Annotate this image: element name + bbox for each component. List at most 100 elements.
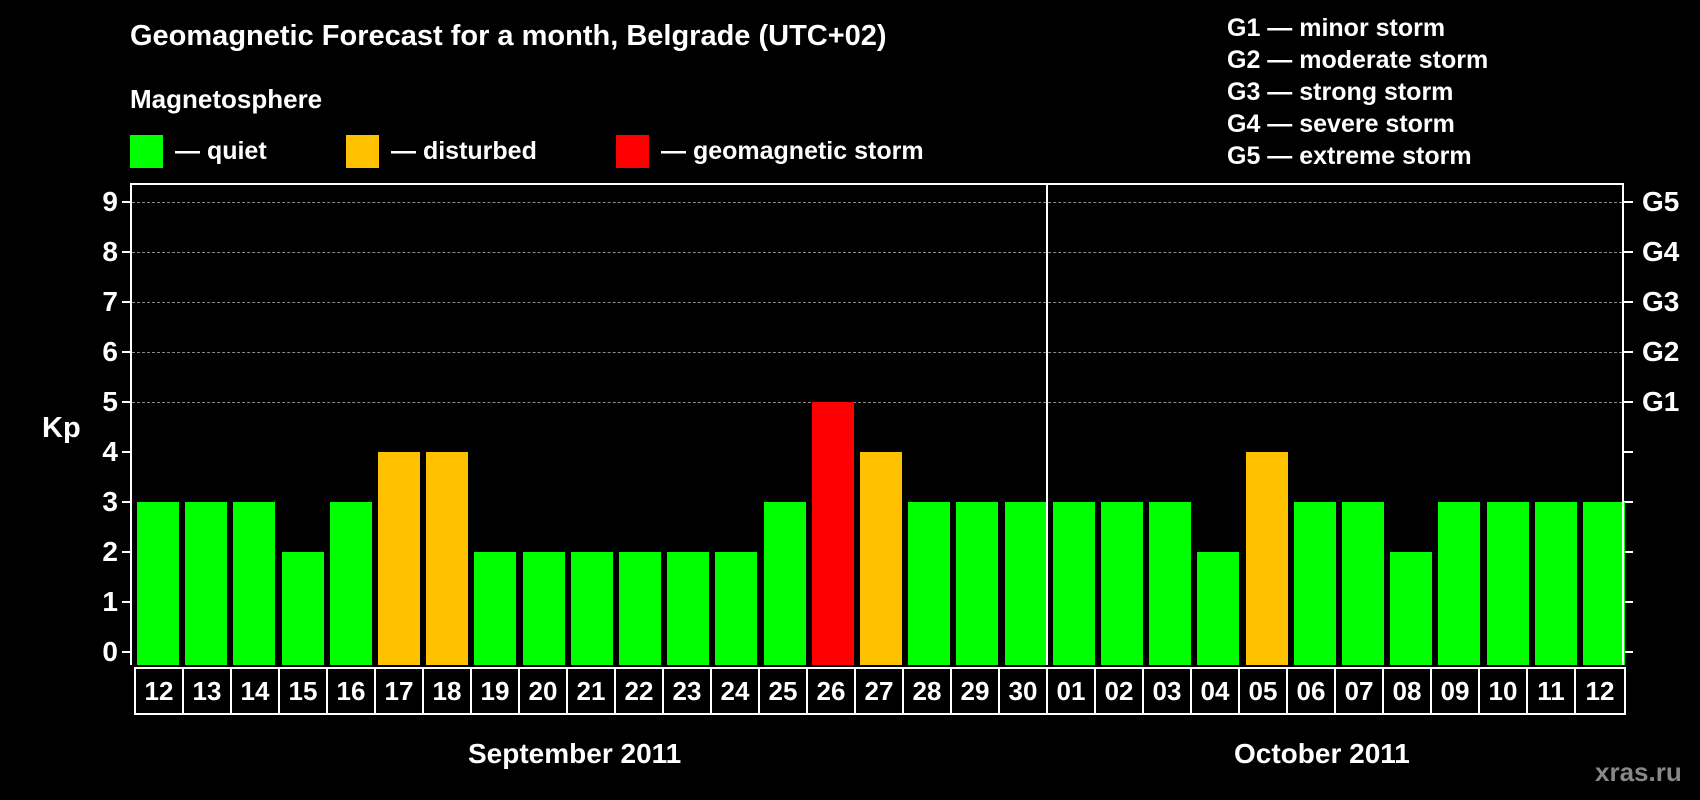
kp-bar-disturbed xyxy=(426,452,469,665)
y-tick-label: 9 xyxy=(102,186,118,217)
kp-bar-quiet xyxy=(1342,502,1384,665)
kp-bar-quiet xyxy=(1293,502,1336,665)
legend-quiet: — quiet xyxy=(130,134,267,168)
date-label: 20 xyxy=(520,669,568,713)
y-tick-right xyxy=(1624,251,1633,253)
y-tick-label: 3 xyxy=(102,486,118,517)
y-tick-left xyxy=(122,551,131,553)
kp-bar-quiet xyxy=(233,502,276,665)
g-scale-label: G1 xyxy=(1642,386,1680,417)
watermark: xras.ru xyxy=(1595,757,1682,787)
date-label: 10 xyxy=(1480,669,1528,713)
date-label: 12 xyxy=(1585,675,1615,706)
disturbed-swatch-icon xyxy=(346,134,379,168)
g-scale-label: G4 xyxy=(1642,236,1680,267)
y-tick-left xyxy=(122,251,131,253)
y-tick-left xyxy=(122,301,131,303)
y-tick-right xyxy=(1624,551,1633,553)
kp-bar-quiet xyxy=(522,552,565,665)
date-label: 03 xyxy=(1144,669,1192,713)
y-tick-left xyxy=(122,501,131,503)
kp-bar-quiet xyxy=(1438,502,1481,665)
y-axis-label: Kp xyxy=(42,412,81,444)
g-scale-label: G3 xyxy=(1642,286,1680,317)
quiet-swatch-icon xyxy=(130,134,163,168)
g-legend-line: G1 — minor storm xyxy=(1227,14,1446,42)
g-legend-line: G3 — strong storm xyxy=(1227,78,1454,106)
kp-bar-quiet xyxy=(1486,502,1529,665)
date-label: 04 xyxy=(1192,669,1240,713)
kp-bar-storm xyxy=(811,402,854,665)
gridline xyxy=(132,252,1622,253)
date-label: 25 xyxy=(760,669,808,713)
date-label: 14 xyxy=(232,669,280,713)
date-label: 30 xyxy=(1000,669,1048,713)
g-legend-line: G2 — moderate storm xyxy=(1227,46,1489,74)
date-label: 11 xyxy=(1528,669,1576,713)
y-tick-left xyxy=(122,601,131,603)
date-label: 22 xyxy=(616,669,664,713)
date-label: 12 xyxy=(136,669,184,713)
kp-bar-quiet xyxy=(763,502,806,665)
date-label: 28 xyxy=(904,669,952,713)
y-tick-label: 5 xyxy=(102,386,118,417)
kp-bar-disturbed xyxy=(378,452,420,665)
gridline xyxy=(132,302,1622,303)
kp-bar-quiet xyxy=(137,502,179,665)
kp-bar-quiet xyxy=(1534,502,1577,665)
kp-bar-quiet xyxy=(667,552,710,665)
g-legend-line: G5 — extreme storm xyxy=(1227,142,1472,170)
y-tick-left xyxy=(122,401,131,403)
kp-bar-quiet xyxy=(1101,502,1143,665)
legend-storm: — geomagnetic storm xyxy=(616,134,924,168)
y-tick-label: 6 xyxy=(102,336,118,367)
y-tick-right xyxy=(1624,201,1633,203)
legend-label: — disturbed xyxy=(391,136,537,165)
gridline xyxy=(132,402,1622,403)
y-tick-label: 1 xyxy=(102,586,118,617)
kp-bar-quiet xyxy=(281,552,324,665)
legend-subtitle: Magnetosphere xyxy=(130,84,323,114)
y-tick-left xyxy=(122,651,131,653)
y-tick-left xyxy=(122,451,131,453)
y-tick-label: 2 xyxy=(102,536,118,567)
legend-disturbed: — disturbed xyxy=(346,134,537,168)
kp-bar-quiet xyxy=(1052,502,1095,665)
legend-label: — quiet xyxy=(175,136,267,165)
kp-bar-quiet xyxy=(1583,502,1625,665)
legend-label: — geomagnetic storm xyxy=(661,136,924,165)
kp-bar-quiet xyxy=(715,552,758,665)
kp-bar-quiet xyxy=(1390,552,1433,665)
date-label: 16 xyxy=(328,669,376,713)
date-label: 13 xyxy=(184,669,232,713)
kp-bar-disturbed xyxy=(1245,452,1288,665)
month-separator xyxy=(1046,183,1048,665)
date-label: 26 xyxy=(808,669,856,713)
kp-bar-quiet xyxy=(1197,552,1240,665)
date-label: 09 xyxy=(1432,669,1480,713)
g-scale-label: G5 xyxy=(1642,186,1680,217)
kp-bar-quiet xyxy=(185,502,228,665)
chart-title: Geomagnetic Forecast for a month, Belgra… xyxy=(130,20,887,52)
date-label: 27 xyxy=(856,669,904,713)
date-label: 19 xyxy=(472,669,520,713)
date-label: 06 xyxy=(1288,669,1336,713)
kp-bar-quiet xyxy=(908,502,951,665)
date-label: 05 xyxy=(1240,669,1288,713)
g-scale-label: G2 xyxy=(1642,336,1680,367)
date-label: 23 xyxy=(664,669,712,713)
month-label-october: October 2011 xyxy=(1234,738,1410,769)
kp-bar-quiet xyxy=(1004,502,1047,665)
date-label: 18 xyxy=(424,669,472,713)
date-label: 24 xyxy=(712,669,760,713)
date-label: 15 xyxy=(280,669,328,713)
date-label: 01 xyxy=(1048,669,1096,713)
g-scale-legend: G1 — minor storm G2 — moderate storm G3 … xyxy=(1227,12,1488,172)
date-label: 02 xyxy=(1096,669,1144,713)
y-tick-right xyxy=(1624,351,1633,353)
y-tick-label: 0 xyxy=(102,636,118,667)
y-tick-left xyxy=(122,351,131,353)
kp-bar-quiet xyxy=(956,502,999,665)
date-axis: 12 13 14 15 16 17 18 19 20 21 22 23 24 25 26 27 28 29 30 01… xyxy=(134,667,1626,715)
kp-bar-quiet xyxy=(474,552,517,665)
